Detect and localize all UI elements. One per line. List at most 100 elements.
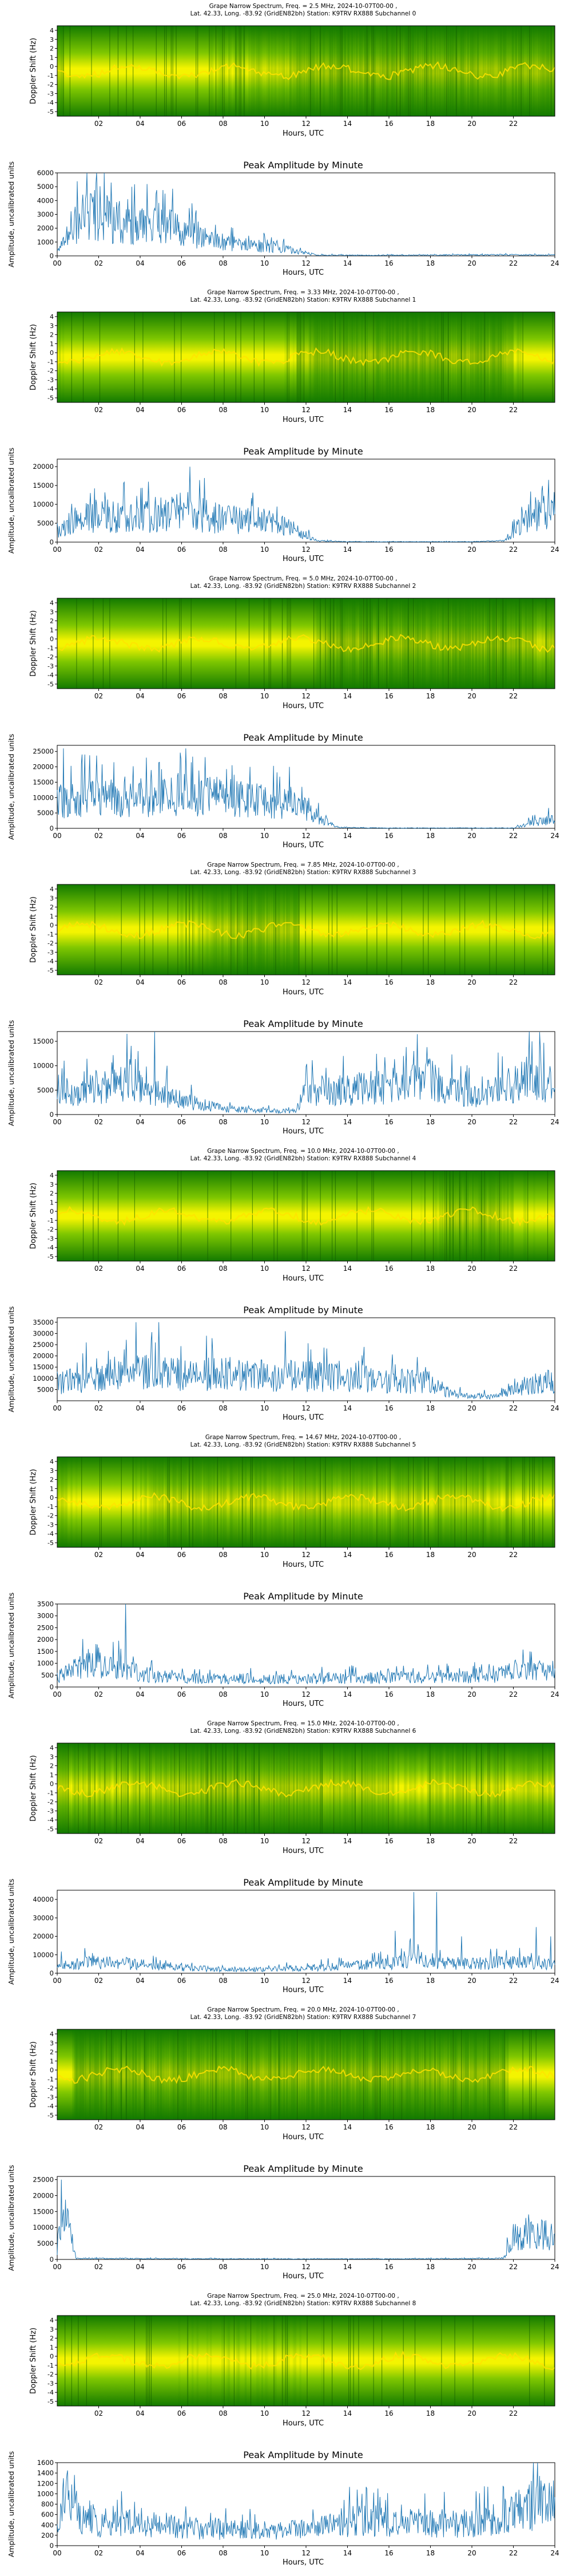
amplitude-xtick-label: 14 (343, 546, 352, 554)
amplitude-ytick-label: 4000 (37, 196, 54, 204)
spectrum-column (194, 2029, 197, 2120)
spectrum-column (165, 2029, 167, 2120)
spectrum-column (107, 2029, 109, 2120)
spectrum-column (442, 1457, 444, 1547)
spectrum-line (349, 2316, 351, 2406)
spectrum-xtick-label: 06 (177, 120, 186, 128)
spectrum-column (382, 2029, 384, 2120)
spectrum-column (220, 884, 222, 975)
spectrum-column (178, 2029, 181, 2120)
spectrum-line (293, 1457, 295, 1547)
amplitude-xtick-label: 18 (426, 1690, 435, 1698)
spectrum-column (336, 26, 338, 116)
spectrum-column (216, 2029, 219, 2120)
spectrum-column (425, 598, 428, 689)
spectrum-column (417, 312, 419, 402)
spectrum-column (327, 26, 330, 116)
amplitude-xtick-label: 08 (219, 259, 227, 267)
spectrum-column (198, 2029, 200, 2120)
spectrum-column (491, 312, 494, 402)
spectrum-column (72, 1743, 74, 1834)
spectrum-column (447, 1171, 449, 1261)
spectrum-column (332, 1457, 335, 1547)
spectrum-column (538, 26, 541, 116)
spectrum-column (511, 598, 514, 689)
spectrum-column (297, 2029, 300, 2120)
spectrum-column (150, 1457, 152, 1547)
spectrum-xtick-label: 22 (509, 406, 518, 414)
spectrum-xtick-label: 16 (384, 692, 393, 700)
spectrum-column (352, 1457, 355, 1547)
spectrum-column (316, 312, 318, 402)
spectrum-column (425, 312, 428, 402)
spectrum-ytick-label: 1 (50, 626, 54, 634)
spectrum-xtick-label: 04 (136, 1551, 144, 1559)
spectrum-xtick-label: 20 (467, 406, 476, 414)
amplitude-ytick-label: 20000 (33, 1352, 54, 1360)
spectrum-line (348, 2316, 349, 2406)
spectrum-column (208, 1457, 210, 1547)
spectrum-column (284, 26, 287, 116)
spectrum-column (400, 312, 403, 402)
doppler-trace (57, 1779, 555, 1798)
spectrum-column (539, 598, 542, 689)
spectrum-column (347, 312, 349, 402)
spectrum-xtick-label: 18 (426, 406, 435, 414)
amplitude-ytick-label: 0 (50, 1683, 54, 1691)
spectrum-xtick-label: 12 (301, 1551, 310, 1559)
spectrum-column (465, 312, 467, 402)
amplitude-xtick-label: 18 (426, 1404, 435, 1412)
spectrum-ytick-label: 2 (50, 331, 54, 339)
spectrum-column (392, 1743, 395, 1834)
spectrum-column (450, 1743, 452, 1834)
spectrum-column (288, 26, 290, 116)
spectrum-ylabel: Doppler Shift (Hz) (29, 2041, 38, 2108)
spectrum-column (490, 1743, 492, 1834)
spectrum-column (108, 2029, 111, 2120)
spectrum-line (333, 1743, 335, 1834)
spectrum-line (106, 2029, 107, 2120)
spectrum-column (319, 2029, 321, 2120)
spectrum-column (371, 598, 373, 689)
spectrum-ytick-label: -3 (47, 376, 54, 384)
spectrum-title: Grape Narrow Spectrum, Freq. = 20.0 MHz,… (207, 2006, 399, 2013)
spectrum-column (364, 26, 366, 116)
spectrum-column (382, 312, 384, 402)
spectrum-column (209, 2029, 212, 2120)
spectrum-column (329, 26, 332, 116)
spectrum-column (399, 598, 401, 689)
spectrum-column (437, 2029, 439, 2120)
spectrum-column (337, 26, 340, 116)
spectrum-ytick-label: 3 (50, 1181, 54, 1188)
spectrum-column (432, 26, 434, 116)
spectrum-column (498, 26, 500, 116)
spectrum-column (220, 1743, 222, 1834)
spectrogram (57, 25, 555, 117)
spectrum-line (481, 1743, 482, 1834)
spectrum-line (197, 26, 198, 116)
spectrum-column (291, 1457, 293, 1547)
spectrum-column (63, 1743, 66, 1834)
spectrum-column (286, 884, 288, 975)
spectrum-ytick-label: -5 (47, 967, 54, 974)
spectrum-column (377, 1457, 380, 1547)
spectrum-column (445, 2029, 448, 2120)
amplitude-xlabel: Hours, UTC (283, 1986, 324, 1994)
spectrum-column (513, 1743, 515, 1834)
spectrum-ytick-label: -2 (47, 368, 54, 375)
spectrum-column (301, 26, 303, 116)
spectrum-column (485, 1171, 487, 1261)
amplitude-ytick-label: 10000 (33, 1374, 54, 1382)
amplitude-ytick-label: 2000 (37, 1635, 54, 1643)
amplitude-xtick-label: 12 (301, 1977, 310, 1985)
spectrum-line (432, 1171, 434, 1261)
spectrum-column (296, 884, 299, 975)
spectrum-column (337, 312, 340, 402)
spectrum-column (553, 1457, 555, 1547)
spectrum-column (414, 598, 416, 689)
spectrum-line (253, 1743, 255, 1834)
spectrum-column (331, 2029, 333, 2120)
spectrum-xtick-label: 12 (301, 120, 310, 128)
spectrum-line (542, 884, 543, 975)
amplitude-xtick-label: 00 (53, 1118, 61, 1126)
